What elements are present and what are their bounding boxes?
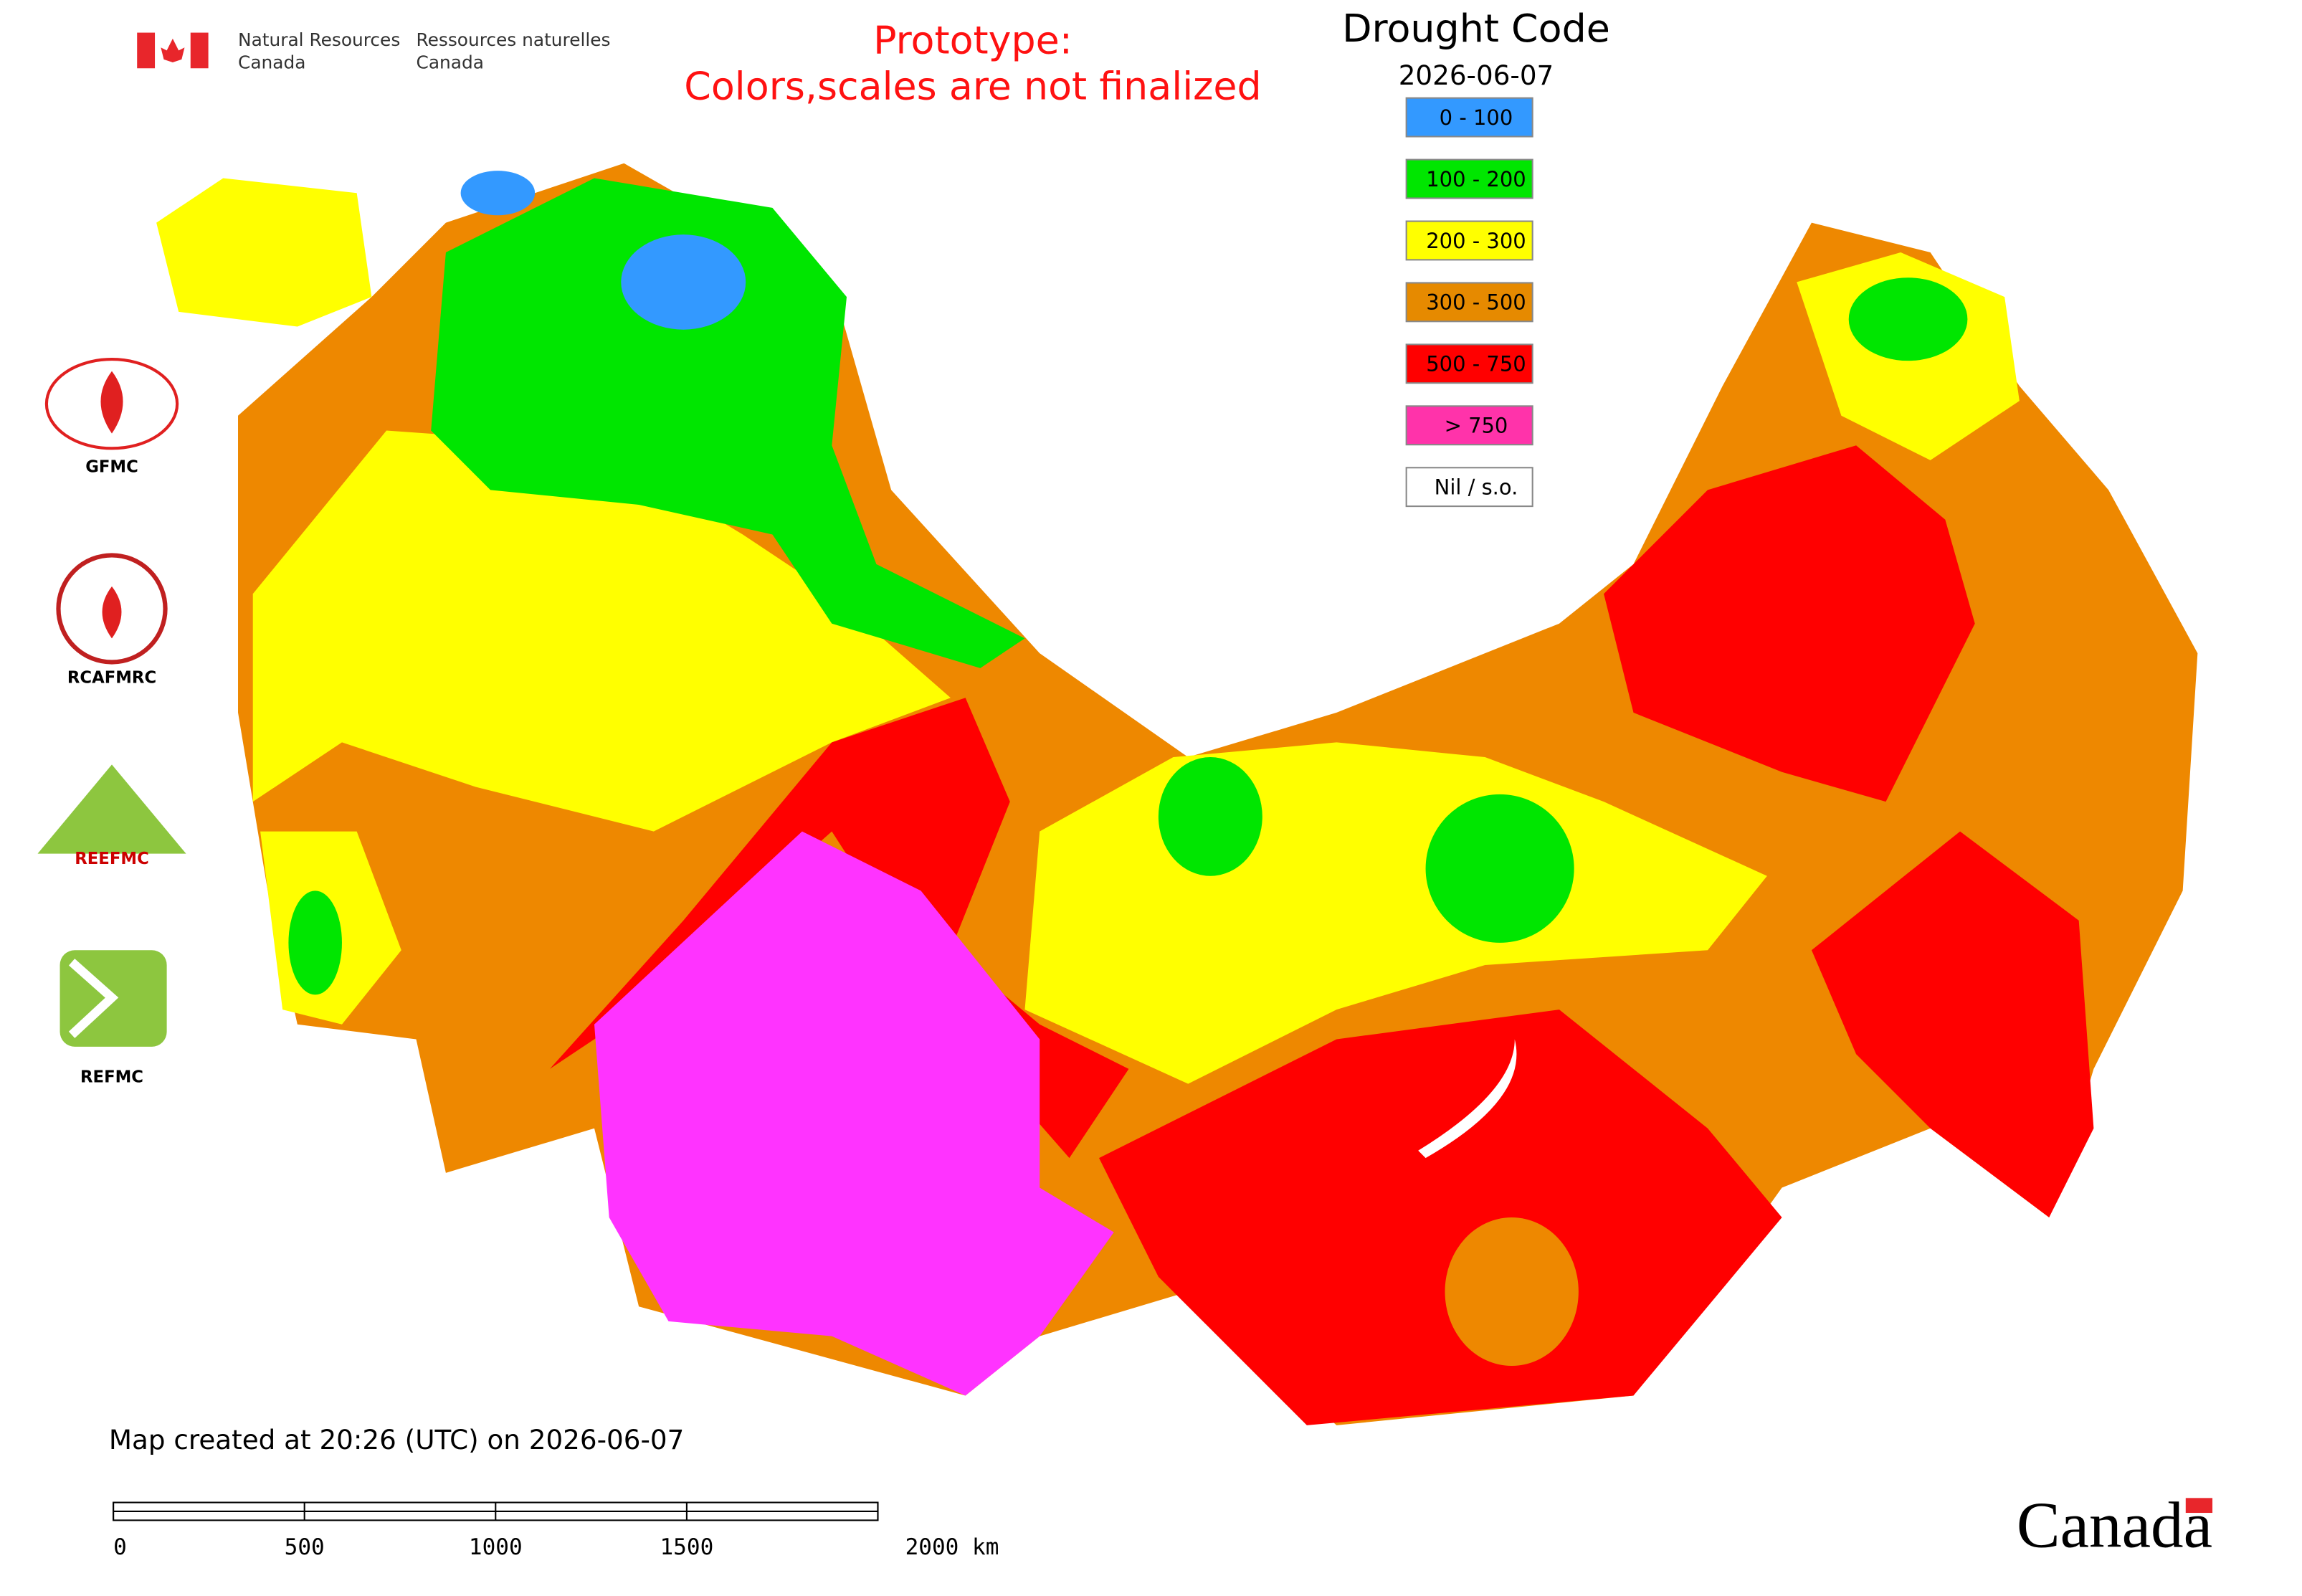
dept-en: Canada xyxy=(238,52,305,72)
created-note: Map created at 20:26 (UTC) on 2026-06-07 xyxy=(109,1424,684,1455)
logo-label: REFMC xyxy=(80,1068,143,1087)
region-red xyxy=(1811,831,2094,1217)
map xyxy=(156,163,2198,1425)
logo: REEFMC xyxy=(37,764,186,868)
scale-label: 500 xyxy=(285,1534,325,1560)
canada-flag xyxy=(137,32,209,69)
logo-label: RCAFMRC xyxy=(67,669,156,688)
logo-label: REEFMC xyxy=(75,850,149,868)
legend-label: 100 - 200 xyxy=(1426,167,1526,191)
legend-label: Nil / s.o. xyxy=(1435,475,1518,500)
legend-swatch xyxy=(1405,282,1533,323)
scale-label: 1000 xyxy=(469,1534,523,1560)
logo: GFMC xyxy=(44,358,179,476)
region-yellow xyxy=(252,430,951,832)
legend-label: 200 - 300 xyxy=(1426,229,1526,253)
map-title: Drought Code xyxy=(1342,6,1610,51)
logo: REFMC xyxy=(60,950,167,1087)
region-green xyxy=(1425,794,1574,943)
dept-en: Natural Resources xyxy=(238,29,400,50)
region-red xyxy=(1099,1010,1782,1425)
scale-label: 0 xyxy=(113,1534,127,1560)
legend-swatch xyxy=(1405,467,1533,508)
legend-swatch xyxy=(1405,343,1533,384)
wordmark-flag xyxy=(2185,1498,2213,1514)
notice: Colors,scales are not finalized xyxy=(684,64,1261,109)
region-magenta xyxy=(594,831,1114,1396)
lake xyxy=(1418,1039,1517,1159)
region-yellow xyxy=(156,178,372,327)
legend: 0 - 100 100 - 200 200 - 300 300 - 500 500 - … xyxy=(1405,97,1533,508)
notice: Prototype: xyxy=(873,18,1072,63)
region-green xyxy=(1848,277,1968,361)
logo-label: GFMC xyxy=(85,457,138,476)
legend-label: 0 - 100 xyxy=(1440,105,1513,130)
legend-swatch xyxy=(1405,97,1533,138)
region-green xyxy=(431,178,1025,668)
scale-label: 1500 xyxy=(660,1534,713,1560)
legend-swatch xyxy=(1405,158,1533,199)
map-date: 2026-06-07 xyxy=(1399,60,1554,91)
scale-bar: 0 500 1000 1500 2000 km xyxy=(113,1501,999,1560)
wordmark: Canada xyxy=(2017,1489,2212,1562)
scale-label: 2000 km xyxy=(905,1534,999,1560)
legend-label: > 750 xyxy=(1445,414,1508,438)
region-green xyxy=(288,890,342,995)
region-red xyxy=(1604,445,1975,802)
dept-fr: Ressources naturelles xyxy=(417,29,611,50)
region-orange xyxy=(1445,1217,1579,1367)
dept-fr: Canada xyxy=(417,52,484,72)
legend-swatch xyxy=(1405,405,1533,446)
region-green xyxy=(1158,757,1262,876)
legend-label: 300 - 500 xyxy=(1426,290,1526,315)
region-blue xyxy=(460,171,536,216)
legend-label: 500 - 750 xyxy=(1426,352,1526,376)
legend-swatch xyxy=(1405,220,1533,261)
logo: RCAFMRC xyxy=(56,553,168,688)
region-blue xyxy=(621,234,746,330)
